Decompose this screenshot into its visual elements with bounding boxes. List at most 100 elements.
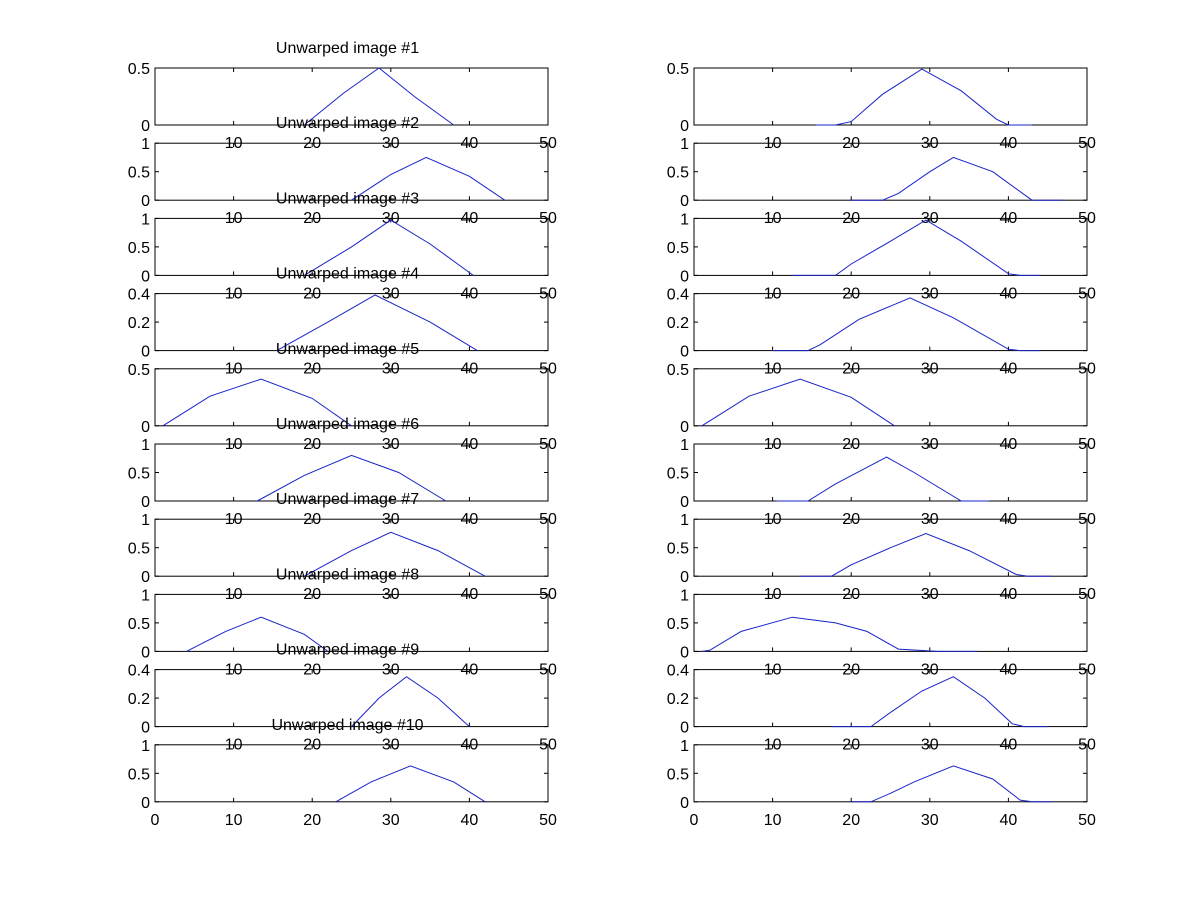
y-tick-label: 0.5 — [667, 165, 689, 182]
series-line — [701, 616, 977, 652]
series-line — [186, 616, 329, 652]
y-tick-label: 0 — [680, 494, 689, 511]
axes-frame — [693, 67, 1088, 126]
y-tick-label: 0.4 — [667, 287, 689, 304]
subplot-7-warped: 00.511020304050 — [667, 512, 1096, 603]
y-tick-label: 0 — [141, 494, 150, 511]
subplot-title: Unwarped image #9 — [276, 642, 419, 659]
y-tick-label: 0 — [141, 268, 150, 285]
x-tick-label: 30 — [382, 812, 400, 829]
y-tick-label: 0.2 — [667, 691, 689, 708]
y-tick-label: 1 — [141, 211, 150, 228]
y-tick-label: 0 — [141, 644, 150, 661]
y-tick-label: 1 — [680, 136, 689, 153]
y-tick-label: 0.5 — [128, 165, 150, 182]
subplot-5-warped: 00.51020304050 — [667, 362, 1096, 453]
subplot-6-warped: 00.511020304050 — [667, 437, 1096, 528]
y-tick-label: 1 — [141, 587, 150, 604]
series-line — [800, 532, 1052, 577]
y-tick-label: 1 — [680, 512, 689, 529]
y-tick-label: 1 — [141, 136, 150, 153]
subplot-10-warped: 00.510 10 20 30 40 50 — [667, 738, 1096, 829]
y-tick-label: 0.4 — [667, 663, 689, 680]
subplot-title: Unwarped image #2 — [276, 115, 419, 132]
subplot-8-unwarped: 00.511020304050Unwarped image #8 — [128, 566, 557, 678]
y-tick-label: 0 — [141, 569, 150, 586]
series-line — [256, 454, 447, 502]
subplot-3-warped: 00.511020304050 — [667, 211, 1096, 302]
y-tick-label: 0 — [141, 419, 150, 436]
series-line — [815, 68, 1032, 126]
subplot-9-unwarped: 00.20.41020304050Unwarped image #9 — [128, 642, 557, 754]
x-tick-label: 10 — [764, 812, 782, 829]
y-tick-label: 0.5 — [667, 240, 689, 257]
y-tick-label: 0.5 — [667, 616, 689, 633]
axes-frame — [693, 293, 1088, 352]
y-tick-label: 0.5 — [128, 61, 150, 78]
subplot-8-warped: 00.511020304050 — [667, 587, 1096, 678]
x-tick-label: 40 — [1000, 812, 1018, 829]
y-tick-label: 0 — [680, 419, 689, 436]
y-tick-label: 0 — [680, 193, 689, 210]
subplot-title: Unwarped image #5 — [276, 341, 419, 358]
subplot-title: Unwarped image #10 — [271, 717, 423, 734]
series-line — [831, 676, 1048, 728]
y-tick-label: 0.5 — [128, 616, 150, 633]
series-line — [351, 156, 506, 201]
series-line — [276, 294, 478, 352]
y-tick-label: 1 — [141, 512, 150, 529]
series-line — [162, 378, 352, 427]
series-line — [851, 765, 1052, 803]
x-tick-label: 0 — [151, 812, 160, 829]
subplot-title: Unwarped image #7 — [276, 491, 419, 508]
y-tick-label: 0.5 — [128, 362, 150, 379]
subplot-2-unwarped: 00.511020304050Unwarped image #2 — [128, 115, 557, 227]
series-line — [304, 531, 486, 577]
series-line — [304, 219, 474, 276]
y-tick-label: 0.4 — [128, 663, 150, 680]
series-line — [351, 676, 470, 727]
y-tick-label: 0 — [680, 268, 689, 285]
y-tick-label: 0 — [680, 118, 689, 135]
series-line — [772, 297, 1040, 352]
y-tick-label: 1 — [141, 738, 150, 755]
y-tick-label: 0 — [680, 795, 689, 812]
x-tick-label: 50 — [1078, 812, 1096, 829]
y-tick-label: 1 — [680, 587, 689, 604]
axes-frame — [693, 142, 1088, 201]
y-tick-label: 0 — [141, 118, 150, 135]
series-line — [851, 156, 1064, 201]
subplot-2-warped: 00.511020304050 — [667, 136, 1096, 227]
y-tick-label: 1 — [680, 211, 689, 228]
series-line — [701, 378, 895, 427]
y-tick-label: 0 — [141, 193, 150, 210]
y-tick-label: 0 — [680, 569, 689, 586]
y-tick-label: 0.2 — [128, 691, 150, 708]
axes-frame — [693, 217, 1088, 276]
subplot-title: Unwarped image #3 — [276, 190, 419, 207]
subplot-9-warped: 00.20.41020304050 — [667, 663, 1096, 754]
axes-frame — [693, 368, 1088, 427]
series-line — [792, 219, 1040, 276]
y-tick-label: 0.5 — [128, 240, 150, 257]
subplot-5-unwarped: 00.51020304050Unwarped image #5 — [128, 341, 557, 453]
y-tick-label: 0.5 — [667, 541, 689, 558]
y-tick-label: 0 — [141, 720, 150, 737]
y-tick-label: 1 — [141, 437, 150, 454]
y-tick-label: 0.5 — [667, 466, 689, 483]
x-tick-label: 40 — [461, 812, 479, 829]
subplot-4-warped: 00.20.41020304050 — [667, 287, 1096, 378]
subplot-title: Unwarped image #4 — [276, 266, 419, 283]
y-tick-label: 0.5 — [667, 766, 689, 783]
y-tick-label: 0 — [680, 344, 689, 361]
y-tick-label: 0 — [680, 644, 689, 661]
x-tick-label: 30 — [921, 812, 939, 829]
subplot-1-warped: 00.51020304050 — [667, 61, 1096, 152]
subplot-6-unwarped: 00.511020304050Unwarped image #6 — [128, 416, 557, 528]
axes-frame — [693, 443, 1088, 502]
y-tick-label: 0.2 — [667, 315, 689, 332]
subplot-title: Unwarped image #6 — [276, 416, 419, 433]
y-tick-label: 0.5 — [667, 362, 689, 379]
subplot-title: Unwarped image #8 — [276, 566, 419, 583]
